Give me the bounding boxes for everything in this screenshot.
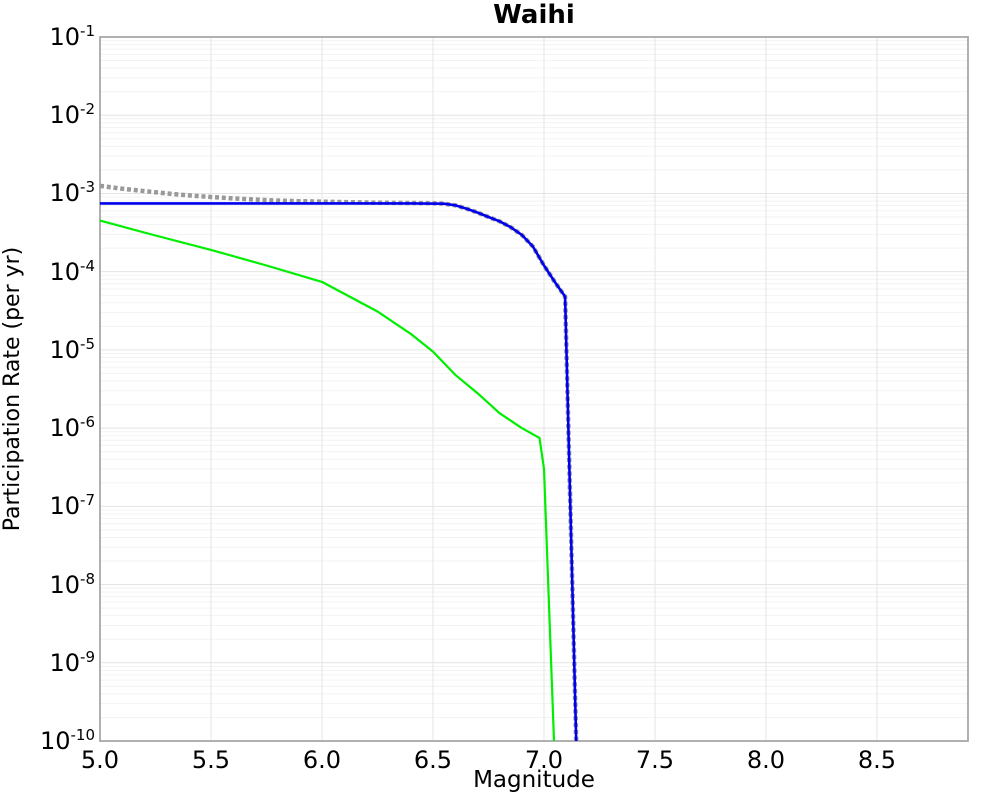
y-tick-label: 10-4	[49, 256, 95, 286]
x-tick-label: 7.0	[524, 746, 564, 774]
y-tick-label: 10-10	[39, 726, 95, 755]
dotted-gray-curve	[99, 183, 579, 742]
x-tick-label: 5.5	[191, 746, 231, 774]
y-tick-label: 10-9	[49, 647, 95, 677]
x-tick-label: 8.5	[857, 746, 897, 774]
x-tick-label: 8.0	[746, 746, 786, 774]
chart-title: Waihi	[493, 0, 575, 30]
x-tick-label: 6.5	[413, 746, 453, 774]
y-tick-label: 10-2	[49, 100, 95, 130]
y-tick-label: 10-7	[49, 491, 95, 521]
solid-green-curve	[99, 219, 556, 742]
y-tick-label: 10-8	[49, 569, 95, 599]
solid-blue-curve	[100, 202, 578, 742]
y-tick-label: 10-1	[49, 22, 95, 51]
y-tick-label: 10-3	[49, 178, 95, 208]
plot-border	[99, 36, 969, 742]
x-tick-label: 5.0	[80, 746, 120, 774]
x-tick-label: 7.5	[635, 746, 675, 774]
x-tick-label: 6.0	[302, 746, 342, 774]
x-axis-label: Magnitude	[473, 767, 595, 793]
y-tick-label: 10-6	[49, 413, 95, 443]
y-tick-label: 10-5	[49, 334, 95, 364]
